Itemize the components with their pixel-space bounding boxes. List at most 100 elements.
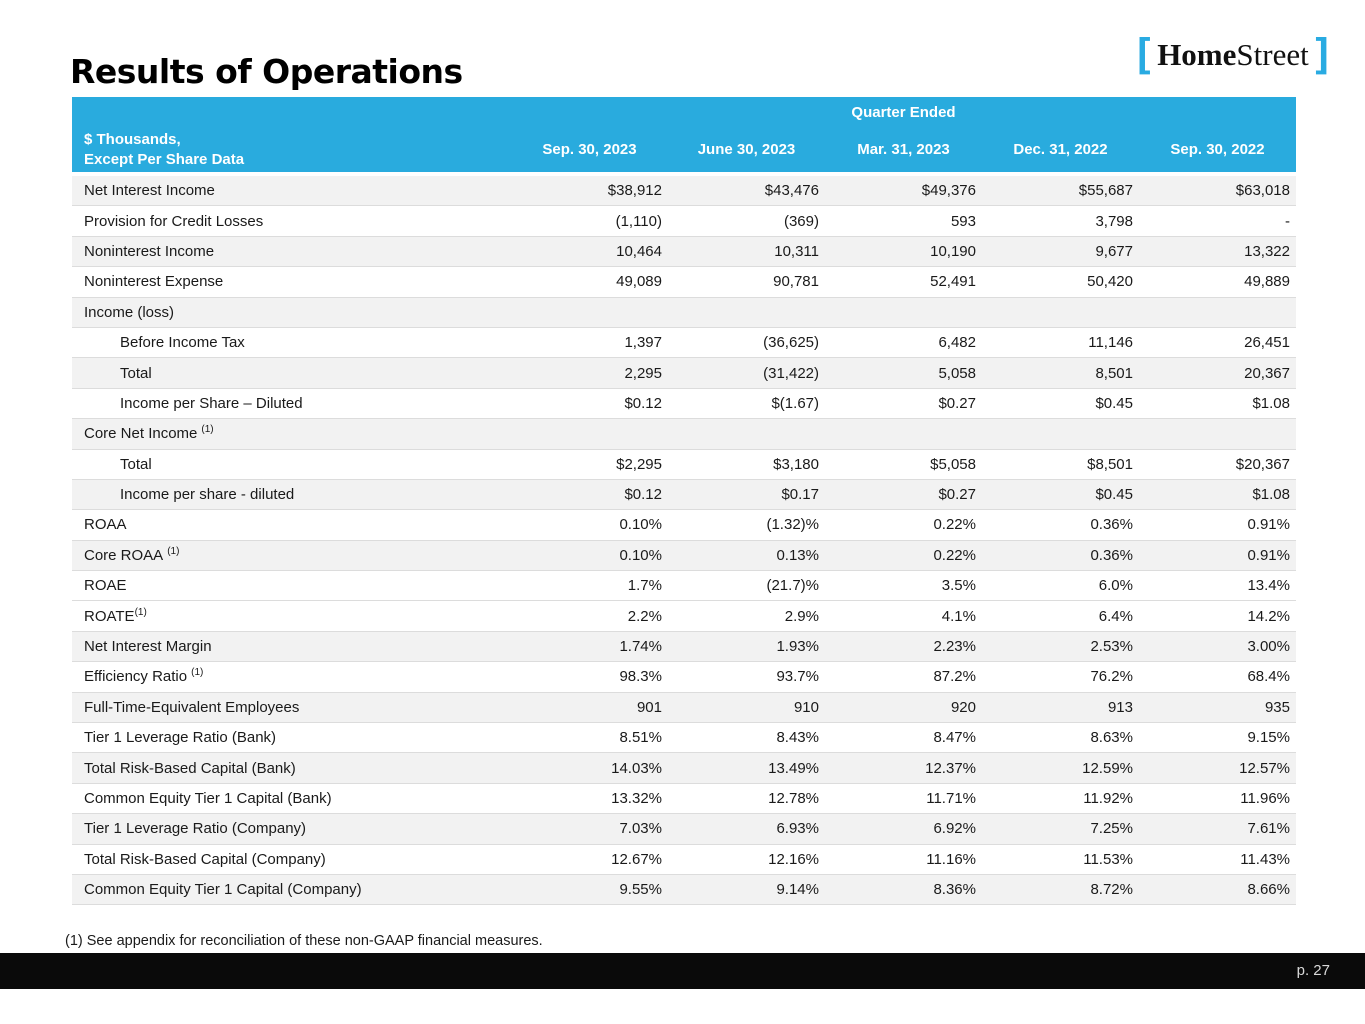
cell-value: 2.9% — [784, 607, 819, 625]
quarter-ended-row: Quarter Ended — [72, 97, 1296, 127]
cell-value: 14.2% — [1247, 607, 1290, 625]
cell-value: 7.25% — [1090, 820, 1133, 838]
cell-value: 68.4% — [1247, 668, 1290, 686]
cell-value: 9.14% — [776, 881, 819, 899]
homestreet-logo: [ Home Street ] — [1131, 34, 1335, 76]
table-row: Noninterest Expense 49,089 90,781 52,491 50,… — [72, 267, 1296, 298]
table-row: Income (loss) — [72, 297, 1296, 328]
cell-value: 920 — [950, 698, 976, 716]
table-row: Total 2,295 (31,422) 5,058 8,501 20,367 — [72, 358, 1296, 389]
cell-value: 0.91% — [1247, 516, 1290, 534]
cell-value: 2.2% — [627, 607, 662, 625]
table-row: Common Equity Tier 1 Capital (Company) 9.… — [72, 874, 1296, 906]
cell-value: 0.36% — [1090, 516, 1133, 534]
cell-value: 13.49% — [768, 759, 819, 777]
cell-value: 6.93% — [776, 820, 819, 838]
cell-value: 13.4% — [1247, 577, 1290, 595]
table-row: Core ROAA (1) 0.10% 0.13% 0.22% 0.36% 0.91% — [72, 540, 1296, 572]
corner-label-line2: Except Per Share Data — [84, 150, 245, 168]
cell-value: 0.36% — [1090, 546, 1133, 564]
page-number: p. 27 — [1296, 962, 1330, 979]
cell-value: 6.4% — [1098, 607, 1133, 625]
row-label: Core ROAA (1) — [84, 545, 180, 564]
cell-value: 6.0% — [1098, 577, 1133, 595]
column-header: Dec. 31, 2022 — [1013, 141, 1108, 158]
cell-value: 13,322 — [1244, 242, 1290, 260]
cell-value: 8.66% — [1247, 881, 1290, 899]
table-body: Net Interest Income $38,912 $43,476 $49,376… — [72, 172, 1296, 906]
cell-value: 8.51% — [619, 729, 662, 747]
cell-value: (21.7)% — [766, 577, 819, 595]
cell-value: $0.27 — [938, 394, 976, 412]
cell-value: $(1.67) — [771, 394, 819, 412]
footer-bar: p. 27 — [0, 953, 1365, 989]
cell-value: 6,482 — [938, 334, 976, 352]
cell-value: 76.2% — [1090, 668, 1133, 686]
page-title: Results of Operations — [70, 52, 463, 91]
logo-word-street: Street — [1236, 37, 1309, 72]
table-row: Common Equity Tier 1 Capital (Bank) 13.32… — [72, 783, 1296, 815]
cell-value: (31,422) — [763, 364, 819, 382]
cell-value: 8.47% — [933, 729, 976, 747]
cell-value: $38,912 — [607, 182, 662, 200]
logo-bracket-right-icon: ] — [1309, 30, 1335, 79]
table-row: Noninterest Income 10,464 10,311 10,190 9,67… — [72, 236, 1296, 268]
column-header: Sep. 30, 2023 — [542, 141, 637, 158]
column-header-row: $ Thousands, Except Per Share Data Sep. … — [72, 127, 1296, 172]
cell-value: 49,089 — [616, 273, 662, 291]
cell-value: 49,889 — [1244, 273, 1290, 291]
row-label: Efficiency Ratio (1) — [84, 667, 204, 686]
cell-value: $49,376 — [921, 182, 976, 200]
logo-bracket-left-icon: [ — [1130, 30, 1157, 79]
cell-value: 7.61% — [1247, 820, 1290, 838]
cell-value: 2.53% — [1090, 638, 1133, 656]
table-row: Tier 1 Leverage Ratio (Company) 7.03% 6.93… — [72, 814, 1296, 845]
table-row: Total Risk-Based Capital (Bank) 14.03% 13.… — [72, 753, 1296, 784]
cell-value: 8.36% — [933, 881, 976, 899]
row-label: Tier 1 Leverage Ratio (Company) — [84, 820, 307, 838]
cell-value: 12.37% — [925, 759, 976, 777]
cell-value: 12.16% — [768, 850, 819, 868]
cell-value: 593 — [950, 212, 976, 230]
table-row: Total Risk-Based Capital (Company) 12.67%… — [72, 844, 1296, 875]
cell-value: $0.17 — [781, 486, 819, 504]
cell-value: 11.71% — [926, 790, 976, 807]
row-label: Before Income Tax — [120, 334, 245, 352]
cell-value: 1,397 — [624, 334, 662, 352]
cell-value: 12.57% — [1239, 759, 1290, 777]
cell-value: (36,625) — [763, 334, 819, 352]
table-row: Full-Time-Equivalent Employees 901 910 920 9… — [72, 692, 1296, 724]
cell-value: 12.67% — [611, 850, 662, 868]
table-header: Quarter Ended $ Thousands, Except Per Sh… — [72, 97, 1296, 172]
logo-word-home: Home — [1157, 37, 1237, 72]
table-row: Tier 1 Leverage Ratio (Bank) 8.51% 8.43% 8.… — [72, 723, 1296, 754]
row-label: ROATE(1) — [84, 606, 147, 625]
results-table: Quarter Ended $ Thousands, Except Per Sh… — [72, 97, 1296, 906]
row-label: Noninterest Income — [84, 242, 215, 260]
cell-value: (1.32)% — [766, 516, 819, 534]
cell-value: 0.91% — [1247, 546, 1290, 564]
cell-value: 12.59% — [1082, 759, 1133, 777]
cell-value: $8,501 — [1087, 455, 1133, 473]
cell-value: 8.63% — [1090, 729, 1133, 747]
cell-value: 6.92% — [933, 820, 976, 838]
row-label: ROAA — [84, 516, 127, 534]
cell-value: 11.92% — [1083, 790, 1133, 807]
cell-value: 26,451 — [1244, 334, 1290, 352]
row-label: Net Interest Income — [84, 182, 215, 200]
row-label: Common Equity Tier 1 Capital (Bank) — [84, 790, 332, 807]
cell-value: 11.53% — [1083, 850, 1133, 868]
cell-value: 11.16% — [926, 850, 976, 868]
cell-value: $55,687 — [1078, 182, 1133, 200]
column-header: June 30, 2023 — [697, 141, 796, 158]
cell-value: 52,491 — [930, 273, 976, 291]
row-label: Total — [120, 364, 152, 382]
cell-value: 0.22% — [933, 516, 976, 534]
cell-value: 2.23% — [933, 638, 976, 656]
cell-value: 2,295 — [624, 364, 662, 382]
cell-value: 1.74% — [619, 638, 662, 656]
cell-value: 4.1% — [941, 607, 976, 625]
cell-value: 11.43% — [1240, 850, 1290, 868]
row-label: Income per share - diluted — [120, 486, 295, 504]
cell-value: 910 — [793, 698, 819, 716]
